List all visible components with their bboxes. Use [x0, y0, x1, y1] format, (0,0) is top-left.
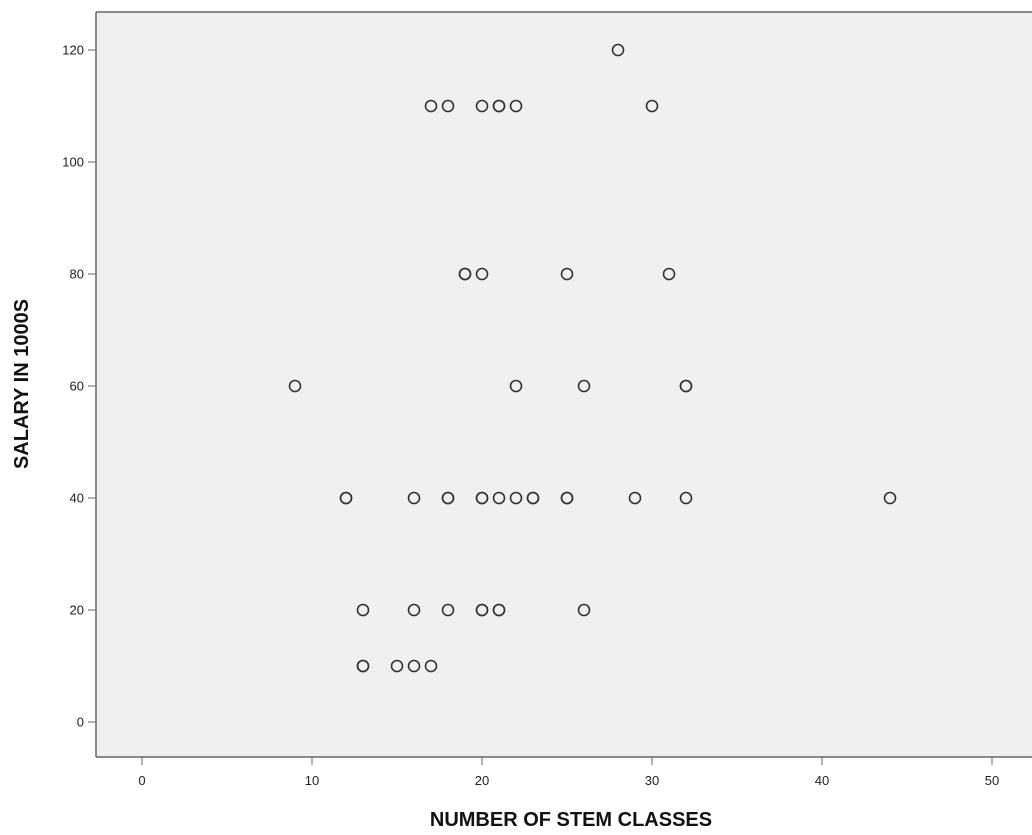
- data-point: [475, 603, 489, 617]
- data-point: [441, 491, 455, 505]
- data-point: [475, 491, 489, 505]
- data-point: [475, 267, 489, 281]
- data-point: [509, 379, 523, 393]
- x-tick-label: 30: [645, 773, 659, 788]
- x-tick-label: 0: [138, 773, 145, 788]
- data-point: [390, 659, 404, 673]
- x-tick-label: 40: [815, 773, 829, 788]
- data-point: [424, 659, 438, 673]
- y-tick-label: 40: [70, 491, 84, 506]
- data-point: [458, 267, 472, 281]
- x-tick-label: 50: [985, 773, 999, 788]
- data-point: [492, 99, 506, 113]
- data-point: [441, 603, 455, 617]
- data-point: [560, 491, 574, 505]
- y-tick-label: 60: [70, 379, 84, 394]
- data-point: [492, 491, 506, 505]
- x-tick-label: 10: [305, 773, 319, 788]
- y-tick-label: 20: [70, 603, 84, 618]
- data-point: [577, 379, 591, 393]
- y-tick-label: 100: [62, 155, 84, 170]
- data-point: [492, 603, 506, 617]
- data-point: [356, 603, 370, 617]
- data-point: [560, 267, 574, 281]
- data-point: [883, 491, 897, 505]
- data-point: [679, 379, 693, 393]
- data-point: [628, 491, 642, 505]
- data-point: [577, 603, 591, 617]
- y-tick-label: 120: [62, 43, 84, 58]
- data-point: [407, 659, 421, 673]
- data-point: [509, 491, 523, 505]
- data-point: [679, 491, 693, 505]
- data-points: [288, 43, 897, 673]
- data-point: [662, 267, 676, 281]
- data-point: [645, 99, 659, 113]
- data-point: [526, 491, 540, 505]
- data-point: [407, 603, 421, 617]
- y-axis-title: SALARY IN 1000S: [11, 299, 33, 469]
- data-point: [356, 659, 370, 673]
- data-point: [339, 491, 353, 505]
- data-point: [288, 379, 302, 393]
- y-axis-ticks: 0 20 40 60 80 100 120: [62, 43, 96, 730]
- x-axis-ticks: 0 10 20 30 40 50: [138, 757, 999, 788]
- plot-area: [96, 12, 1032, 757]
- data-point: [475, 99, 489, 113]
- y-tick-label: 0: [77, 715, 84, 730]
- data-point: [441, 99, 455, 113]
- data-point: [509, 99, 523, 113]
- data-point: [424, 99, 438, 113]
- x-axis-title: NUMBER OF STEM CLASSES: [430, 809, 712, 831]
- y-tick-label: 80: [70, 267, 84, 282]
- data-point: [407, 491, 421, 505]
- x-tick-label: 20: [475, 773, 489, 788]
- data-point: [611, 43, 625, 57]
